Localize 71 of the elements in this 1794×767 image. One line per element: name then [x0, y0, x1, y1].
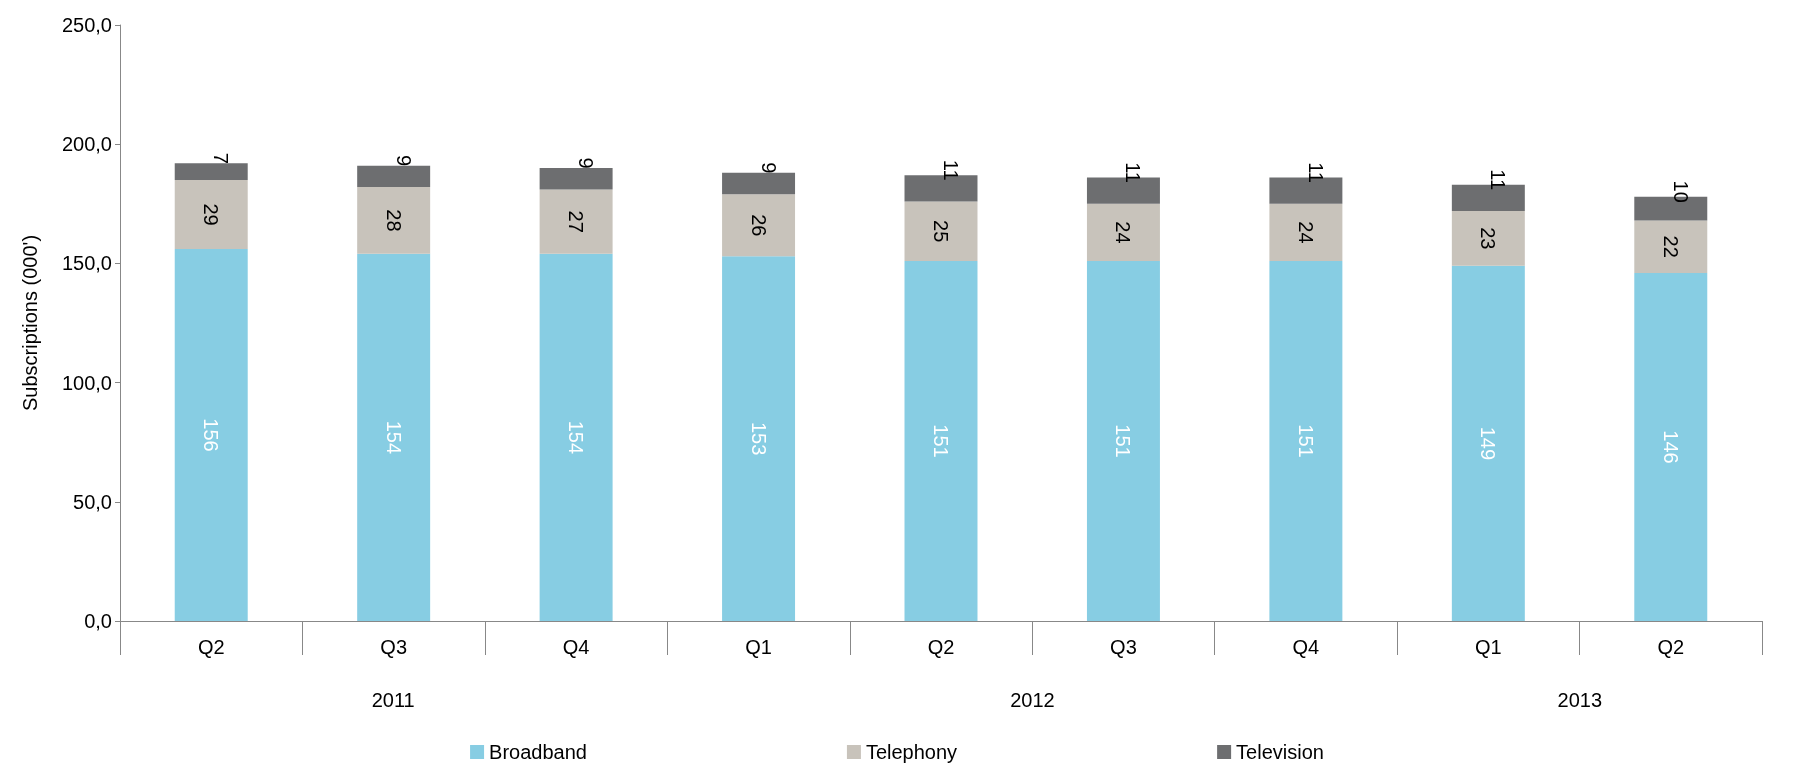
data-label: 29 [200, 203, 223, 226]
bar [722, 194, 796, 257]
bar [357, 187, 431, 254]
data-label: 9 [392, 155, 415, 167]
data-label: 11 [1122, 162, 1145, 183]
text: 2013 [1557, 689, 1603, 711]
bar [174, 179, 248, 250]
data-label: 154 [382, 420, 405, 455]
data-label: 24 [1112, 221, 1135, 244]
data-label: 23 [1477, 227, 1500, 250]
data-label: 7 [210, 152, 233, 164]
bar [904, 201, 978, 262]
data-label: 27 [565, 210, 588, 233]
bar [904, 261, 978, 621]
bar [539, 253, 613, 621]
bar [722, 172, 796, 195]
bar [174, 249, 248, 621]
bar [1086, 261, 1160, 621]
legend-label: Broadband [489, 741, 587, 763]
legend-label: Television [1236, 741, 1324, 763]
data-label: 25 [930, 220, 952, 243]
y-tick-label: 200,0 [61, 133, 112, 156]
bar [1634, 272, 1708, 621]
bar [1086, 203, 1160, 262]
y-tick-label: 250,0 [61, 14, 112, 36]
data-label: 9 [757, 162, 780, 174]
data-label: 154 [565, 420, 588, 455]
bar [1269, 261, 1343, 621]
y-tick-label: 0,0 [84, 610, 112, 632]
x-tick-label: Q4 [562, 636, 590, 658]
data-label: 151 [1294, 424, 1317, 458]
x-tick-label: Q3 [1110, 636, 1137, 658]
data-label: 9 [575, 157, 598, 169]
data-label: 24 [1294, 221, 1317, 244]
y-tick-label: 150,0 [61, 252, 112, 275]
y-tick-label: 50,0 [73, 490, 112, 513]
data-label: 156 [200, 418, 223, 452]
x-tick-label: Q1 [745, 636, 772, 658]
data-label: 10 [1669, 180, 1692, 203]
x-tick-label: Q4 [1292, 636, 1320, 658]
legend-label: Telephony [865, 741, 958, 763]
bar [539, 189, 613, 254]
bar [1269, 203, 1343, 262]
data-label: 146 [1659, 430, 1682, 464]
y-tick-label: 100,0 [61, 371, 112, 394]
x-tick-label: Q2 [197, 636, 225, 658]
bar [539, 168, 613, 190]
x-tick-label: Q1 [1474, 636, 1502, 658]
data-label: 11 [1487, 169, 1510, 191]
bar [357, 253, 431, 621]
data-label: 149 [1477, 426, 1500, 461]
data-label: 11 [940, 159, 962, 181]
data-label: 26 [747, 214, 770, 237]
data-label: 11 [1304, 162, 1327, 183]
y-axis-title: Subscriptions (000') [19, 234, 41, 412]
data-label: 22 [1659, 235, 1682, 258]
data-label: 151 [930, 424, 952, 458]
x-tick-label: Q3 [380, 636, 408, 658]
data-label: 153 [747, 421, 770, 456]
bar [1634, 220, 1708, 273]
bar [722, 256, 796, 621]
x-tick-label: Q2 [1657, 636, 1685, 658]
bar [1451, 210, 1525, 266]
bar [174, 163, 248, 180]
text: 2011 [371, 689, 415, 711]
text: 2012 [1010, 689, 1055, 711]
data-label: 151 [1112, 424, 1135, 458]
x-tick-label: Q2 [927, 636, 955, 658]
bar [1451, 265, 1525, 621]
data-label: 28 [382, 209, 405, 232]
bar [357, 165, 431, 188]
